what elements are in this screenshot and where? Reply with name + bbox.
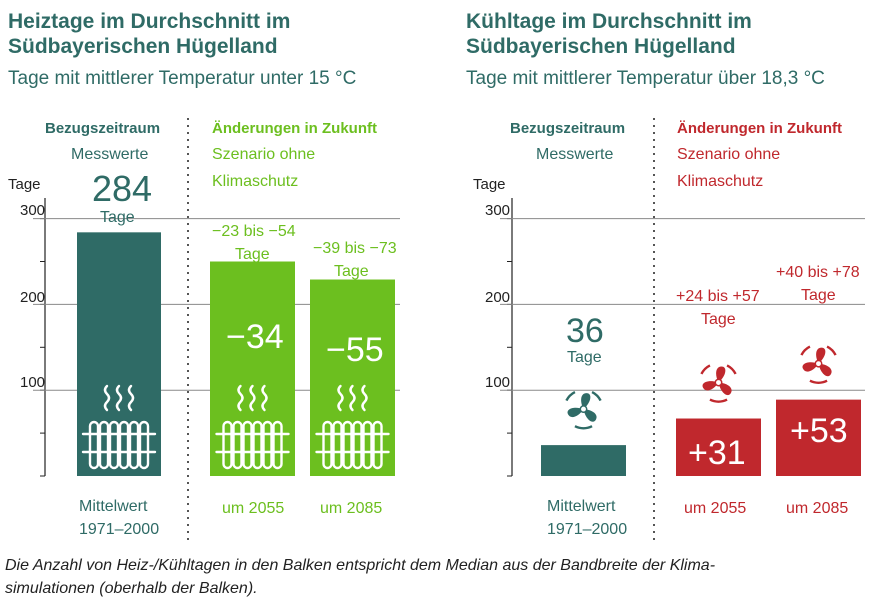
fan-icon [700, 364, 737, 403]
heat-range-2085: −39 bis −73 [313, 240, 397, 257]
heat-subtitle: Tage mit mittlerer Temperatur unter 15 °… [8, 68, 357, 89]
cool-range-2055-unit: Tage [701, 311, 736, 328]
heat-range-2055-unit: Tage [235, 246, 270, 263]
heat-tick-200: 200 [20, 289, 46, 306]
cool-cat-2085: um 2085 [786, 500, 849, 517]
bar-2055 [676, 418, 761, 476]
heat-cat-reference-line1: Mittelwert [79, 498, 148, 515]
heat-messwerte: Messwerte [71, 146, 149, 163]
cool-fut-header: Änderungen in Zukunft [677, 120, 842, 137]
cooling-days-chart [500, 118, 865, 540]
cool-tick-100: 100 [485, 374, 511, 391]
heat-ref-unit: Tage [100, 209, 135, 226]
cool-messwerte: Messwerte [536, 146, 614, 163]
radiator-icon [315, 384, 390, 470]
heat-ref-header: Bezugszeitraum [45, 120, 161, 137]
heat-ref-value: 284 [92, 168, 153, 209]
heat-tick-300: 300 [20, 202, 46, 219]
cool-title-line2: Südbayerischen Hügelland [466, 35, 736, 58]
cool-cat-reference-line1: Mittelwert [547, 498, 616, 515]
fan-icon [565, 390, 602, 430]
cool-change-2085: +53 [790, 412, 848, 450]
heat-fut-header: Änderungen in Zukunft [212, 120, 377, 137]
radiator-icon [81, 384, 157, 470]
heat-title-line2: Südbayerischen Hügelland [8, 35, 278, 58]
cool-tick-300: 300 [485, 202, 511, 219]
heat-change-2085: −55 [326, 331, 384, 369]
fan-icon [800, 345, 837, 384]
cool-subtitle: Tage mit mittlerer Temperatur über 18,3 … [466, 68, 825, 89]
heat-cat-reference-line2: 1971–2000 [79, 521, 160, 538]
heat-scenario-line2: Klimaschutz [212, 173, 299, 190]
cool-tick-200: 200 [485, 289, 511, 306]
heat-change-2055: −34 [226, 318, 284, 356]
heat-y-axis-label: Tage [8, 176, 41, 193]
heat-tick-100: 100 [20, 374, 46, 391]
cool-ref-unit: Tage [567, 349, 602, 366]
bar-2085 [776, 399, 861, 476]
cool-scenario-line2: Klimaschutz [677, 173, 764, 190]
cool-range-2085: +40 bis +78 [776, 264, 860, 281]
bar-reference [541, 445, 626, 476]
radiator-icon [215, 384, 290, 470]
heat-title-line1: Heiztage im Durchschnitt im [8, 10, 291, 33]
cool-cat-2055: um 2055 [684, 500, 747, 517]
heat-cat-2085: um 2085 [320, 500, 383, 517]
cool-ref-value: 36 [566, 312, 604, 350]
heat-scenario-line1: Szenario ohne [212, 146, 316, 163]
heating-days-chart [33, 118, 400, 540]
heat-range-2055: −23 bis −54 [212, 223, 296, 240]
footnote-line1: Die Anzahl von Heiz-/Kühltagen in den Ba… [5, 557, 716, 574]
cool-y-axis-label: Tage [473, 176, 506, 193]
cool-cat-reference-line2: 1971–2000 [547, 521, 628, 538]
heat-range-2085-unit: Tage [334, 263, 369, 280]
footnote-line2: simulationen (oberhalb der Balken). [5, 580, 258, 597]
heat-cat-2055: um 2055 [222, 500, 285, 517]
cool-range-2055: +24 bis +57 [676, 288, 760, 305]
cool-scenario-line1: Szenario ohne [677, 146, 781, 163]
cool-title-line1: Kühltage im Durchschnitt im [466, 10, 752, 33]
cool-range-2085-unit: Tage [801, 287, 836, 304]
cool-ref-header: Bezugszeitraum [510, 120, 626, 137]
cool-change-2055: +31 [688, 434, 746, 472]
